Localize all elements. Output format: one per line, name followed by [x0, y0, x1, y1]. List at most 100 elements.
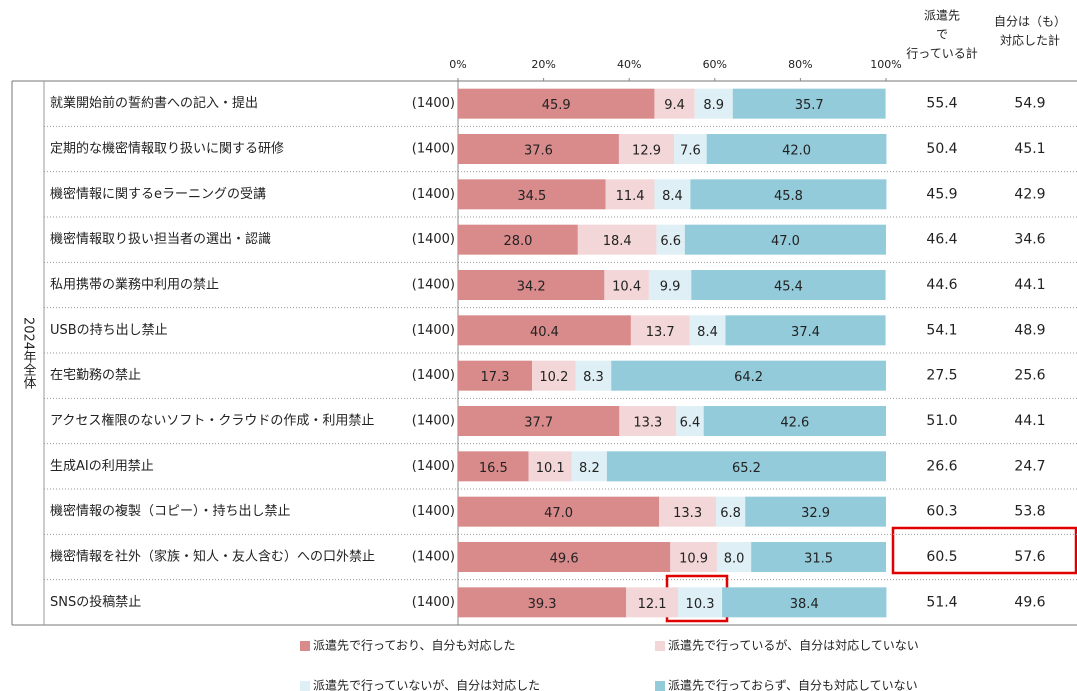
- bar-value-label: 6.4: [680, 416, 701, 431]
- bar-value-label: 8.9: [703, 98, 724, 113]
- category-label: 就業開始前の誓約書への記入・提出: [50, 95, 258, 111]
- bar-segment: [605, 179, 655, 210]
- bar-value-label: 37.7: [524, 416, 553, 431]
- x-tick-label: 40%: [617, 58, 641, 71]
- bar-segment: [732, 88, 886, 119]
- x-tick-label: 100%: [870, 58, 901, 71]
- category-label: 私用携帯の業務中利用の禁止: [50, 277, 219, 293]
- column-header: 対応した計: [1000, 33, 1060, 48]
- summary-cell: 27.5: [926, 368, 957, 384]
- bar-segment: [648, 270, 692, 300]
- bar-value-label: 8.3: [583, 370, 604, 385]
- bar-segment: [458, 134, 619, 164]
- bar-value-label: 45.9: [542, 98, 571, 113]
- column-header: 自分は（も）: [994, 15, 1066, 29]
- sample-size: (1400): [412, 142, 455, 157]
- bar-segment: [458, 451, 529, 482]
- bar-segment: [716, 542, 752, 572]
- x-tick-label: 80%: [788, 58, 812, 71]
- sample-size: (1400): [412, 368, 455, 383]
- bar-segment: [575, 360, 612, 391]
- sample-size: (1400): [412, 323, 455, 338]
- category-label: 機密情報取り扱い担当者の選出・認識: [50, 231, 271, 247]
- summary-cell: 42.9: [1014, 186, 1045, 202]
- category-label: 機密情報を社外（家族・知人・友人含む）への口外禁止: [50, 549, 375, 565]
- bar-value-label: 6.8: [720, 506, 741, 521]
- x-tick-label: 0%: [449, 58, 466, 71]
- bar-value-label: 35.7: [795, 98, 824, 113]
- bar-segment: [703, 406, 886, 436]
- bar-segment: [654, 88, 695, 119]
- bar-value-label: 8.2: [579, 461, 600, 476]
- category-label: 在宅勤務の禁止: [50, 368, 141, 383]
- sample-size: (1400): [412, 595, 455, 610]
- legend-label: 派遣先で行っておらず、自分も対応していない: [668, 678, 918, 691]
- summary-cell: 34.6: [1014, 232, 1045, 248]
- legend-swatch: [300, 681, 310, 691]
- bar-value-label: 10.4: [612, 280, 641, 295]
- highlight-box: [891, 526, 1077, 575]
- x-tick-label: 60%: [703, 58, 727, 71]
- bar-segment: [677, 587, 723, 618]
- bar-segment: [626, 587, 678, 618]
- bar-value-label: 13.3: [673, 506, 702, 521]
- bar-value-label: 37.4: [791, 325, 820, 340]
- bar-value-label: 65.2: [732, 461, 761, 476]
- bar-segment: [690, 179, 887, 210]
- bar-value-label: 45.4: [774, 280, 803, 295]
- bar-segment: [716, 496, 746, 527]
- bar-value-label: 49.6: [550, 552, 579, 567]
- summary-cell: 45.1: [1014, 141, 1045, 157]
- bar-value-label: 8.0: [724, 552, 745, 567]
- bar-segment: [458, 542, 671, 572]
- bar-segment: [751, 542, 886, 572]
- summary-cell: 48.9: [1014, 322, 1045, 338]
- bar-segment: [684, 224, 886, 255]
- category-label: 生成AIの利用禁止: [50, 459, 154, 474]
- column-header: 行っている計: [906, 46, 977, 61]
- bar-segment: [656, 224, 685, 255]
- summary-cell: 51.0: [926, 413, 957, 429]
- bar-segment: [458, 406, 620, 436]
- bar-value-label: 12.1: [638, 597, 667, 612]
- bar-segment: [571, 451, 607, 482]
- bar-segment: [691, 270, 886, 300]
- category-label: 定期的な機密情報取り扱いに関する研修: [50, 141, 284, 157]
- bar-segment: [618, 134, 675, 164]
- bar-value-label: 18.4: [603, 234, 632, 249]
- summary-cell: 54.9: [1014, 96, 1045, 112]
- bar-segment: [604, 270, 649, 300]
- bar-segment: [458, 315, 631, 346]
- category-label: 機密情報の複製（コピー）・持ち出し禁止: [50, 503, 291, 519]
- bar-segment: [458, 587, 627, 618]
- bar-value-label: 8.4: [662, 189, 683, 204]
- summary-cell: 55.4: [926, 96, 957, 112]
- bar-value-label: 28.0: [503, 234, 532, 249]
- bar-segment: [528, 451, 572, 482]
- legend-label: 派遣先で行っていないが、自分は対応した: [313, 678, 540, 691]
- bar-segment: [659, 496, 717, 527]
- bar-segment: [458, 179, 606, 210]
- bar-value-label: 10.9: [679, 552, 708, 567]
- bar-value-label: 13.7: [646, 325, 675, 340]
- summary-cell: 44.6: [926, 277, 957, 293]
- bar-value-label: 8.4: [697, 325, 718, 340]
- bar-value-label: 42.0: [782, 144, 811, 159]
- bar-segment: [745, 496, 886, 527]
- bar-value-label: 10.1: [536, 461, 565, 476]
- sample-size: (1400): [412, 550, 455, 565]
- sample-size: (1400): [412, 504, 455, 519]
- bar-segment: [689, 315, 726, 346]
- column-header: で: [936, 28, 948, 42]
- bar-value-label: 7.6: [680, 144, 701, 159]
- summary-cell: 25.6: [1014, 368, 1045, 384]
- bar-segment: [458, 224, 578, 255]
- bar-value-label: 11.4: [616, 189, 645, 204]
- sample-size: (1400): [412, 278, 455, 293]
- bar-segment: [532, 360, 576, 391]
- bar-segment: [676, 406, 704, 436]
- summary-cell: 44.1: [1014, 413, 1045, 429]
- bar-segment: [694, 88, 733, 119]
- category-label: アクセス権限のないソフト・クラウドの作成・利用禁止: [50, 413, 374, 429]
- bar-segment: [670, 542, 717, 572]
